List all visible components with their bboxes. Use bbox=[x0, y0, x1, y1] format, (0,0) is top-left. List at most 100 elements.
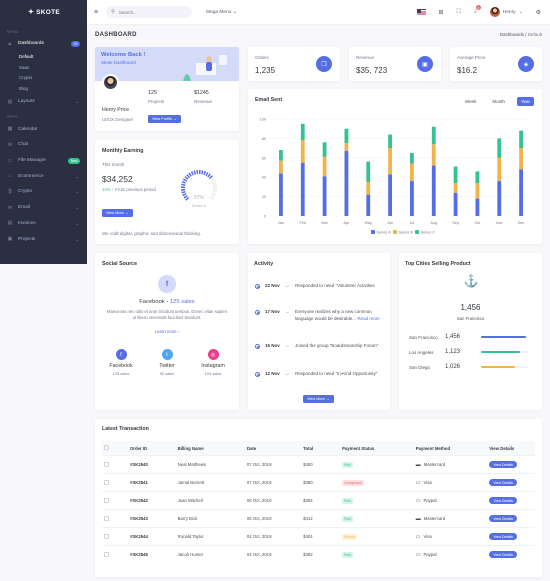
sidebar-subitem-crypto[interactable]: Crypto bbox=[19, 75, 33, 81]
activity-title: Activity bbox=[254, 261, 274, 267]
select-all-checkbox[interactable] bbox=[104, 445, 109, 450]
order-id[interactable]: #SK2542 bbox=[127, 491, 176, 510]
tab-week[interactable]: Week bbox=[464, 99, 477, 104]
mega-menu-button[interactable]: Mega Menu ⌄ bbox=[206, 10, 237, 15]
bar-series-c-mar[interactable] bbox=[322, 142, 327, 157]
breadcrumb-link[interactable]: Dashboards bbox=[499, 32, 524, 37]
legend-label: Series B bbox=[399, 230, 414, 234]
column-header: Payment Status bbox=[340, 441, 414, 456]
tab-year[interactable]: Year bbox=[516, 97, 534, 106]
view-details-button[interactable]: View Details bbox=[489, 461, 518, 468]
view-more-button[interactable]: View More → bbox=[102, 209, 133, 217]
bar-series-a-jul[interactable] bbox=[410, 181, 414, 216]
sidebar-item-chat[interactable]: ✉ Chat bbox=[0, 137, 87, 153]
view-details-button[interactable]: View Details bbox=[489, 533, 518, 540]
bar-series-b-dec[interactable] bbox=[519, 148, 523, 170]
row-checkbox[interactable] bbox=[104, 479, 109, 485]
bar-series-b-apr[interactable] bbox=[344, 143, 349, 152]
order-id[interactable]: #SK2543 bbox=[127, 509, 176, 528]
bar-series-c-feb[interactable] bbox=[300, 123, 305, 141]
view-details-button[interactable]: View Details bbox=[489, 479, 518, 486]
sidebar-item-calendar[interactable]: ▦ Calendar bbox=[0, 121, 87, 137]
sidebar-item-layouts[interactable]: ▤ Layouts ⌄ bbox=[0, 94, 87, 110]
bar-series-a-nov[interactable] bbox=[497, 181, 502, 216]
activity-view-more-button[interactable]: View More → bbox=[303, 395, 334, 403]
bell-icon[interactable]: ♪ 3 bbox=[473, 5, 481, 15]
apps-menu: ▦ Calendar ✉ Chat ▭ File Manager New ⌂ Ecommerce… bbox=[0, 121, 87, 247]
bar-series-a-aug[interactable] bbox=[431, 165, 436, 216]
social-item-facebook[interactable]: f Facebook 125 sales bbox=[103, 349, 139, 376]
order-id[interactable]: #SK2540 bbox=[127, 455, 176, 474]
row-checkbox[interactable] bbox=[104, 551, 109, 557]
bar-series-c-oct[interactable] bbox=[475, 171, 480, 184]
view-profile-button[interactable]: View Profile → bbox=[148, 115, 181, 123]
sidebar-item-file-manager[interactable]: ▭ File Manager New bbox=[0, 153, 87, 169]
order-id[interactable]: #SK2541 bbox=[127, 473, 176, 492]
sidebar-item-ecommerce[interactable]: ⌂ Ecommerce ⌄ bbox=[0, 168, 87, 184]
bar-series-a-apr[interactable] bbox=[344, 151, 349, 216]
sidebar-item-invoices[interactable]: ▤ Invoices ⌄ bbox=[0, 216, 87, 232]
learn-more-link[interactable]: Learn more › bbox=[154, 329, 180, 334]
social-item-instagram[interactable]: ◎ Instagram 104 sales bbox=[195, 349, 231, 376]
bar-series-b-nov[interactable] bbox=[497, 157, 502, 182]
bar-series-b-jun[interactable] bbox=[388, 148, 392, 175]
bar-series-c-jun[interactable] bbox=[388, 134, 392, 149]
view-details-button[interactable]: View Details bbox=[489, 515, 518, 522]
bar-series-a-jan[interactable] bbox=[279, 173, 283, 216]
bar-series-b-aug[interactable] bbox=[431, 144, 436, 166]
apps-grid-icon[interactable]: ⊞ bbox=[438, 9, 444, 16]
row-checkbox[interactable] bbox=[104, 515, 109, 521]
sidebar-item-crypto[interactable]: ₿ Crypto ⌄ bbox=[0, 184, 87, 200]
fullscreen-icon[interactable]: ⛶ bbox=[456, 8, 461, 15]
bar-series-b-oct[interactable] bbox=[475, 183, 480, 199]
bar-series-a-jun[interactable] bbox=[388, 174, 392, 216]
us-flag-icon[interactable] bbox=[416, 9, 426, 15]
bar-series-b-may[interactable] bbox=[366, 182, 371, 195]
app-logo[interactable]: ✦ SKOTE bbox=[0, 0, 87, 24]
read-more-link[interactable]: Read more bbox=[357, 315, 380, 321]
bar-series-a-dec[interactable] bbox=[519, 169, 523, 216]
row-checkbox[interactable] bbox=[104, 533, 109, 539]
sidebar-subitem-blog[interactable]: Blog bbox=[19, 85, 29, 91]
row-checkbox[interactable] bbox=[104, 497, 109, 503]
sidebar-subitem-saas[interactable]: Saas bbox=[19, 64, 30, 70]
sidebar-item-projects[interactable]: ▣ Projects ⌄ bbox=[0, 231, 87, 247]
bar-series-c-aug[interactable] bbox=[431, 126, 436, 145]
bar-series-c-nov[interactable] bbox=[497, 138, 502, 158]
bar-series-c-apr[interactable] bbox=[344, 128, 349, 144]
row-checkbox[interactable] bbox=[104, 461, 109, 467]
sidebar-item-dashboards[interactable]: ⌂ Dashboards 03 bbox=[0, 36, 87, 52]
bar-series-a-feb[interactable] bbox=[300, 162, 305, 216]
bar-series-b-mar[interactable] bbox=[322, 156, 327, 177]
bar-series-a-mar[interactable] bbox=[322, 176, 327, 216]
bar-series-c-sep[interactable] bbox=[453, 166, 458, 184]
bar-series-c-may[interactable] bbox=[366, 161, 371, 183]
menu-toggle-icon[interactable]: ≡ bbox=[94, 8, 99, 16]
view-details-button[interactable]: View Details bbox=[489, 551, 518, 559]
social-item-twitter[interactable]: t Twitter 50 sales bbox=[149, 349, 185, 376]
bar-series-b-feb[interactable] bbox=[300, 140, 305, 163]
bar-series-c-jul[interactable] bbox=[410, 152, 414, 164]
profile-illustration bbox=[183, 55, 227, 81]
bar-series-a-sep[interactable] bbox=[453, 192, 458, 216]
bar-series-c-jan[interactable] bbox=[279, 150, 283, 161]
sidebar-subitem-default[interactable]: Default bbox=[19, 54, 34, 60]
bar-series-b-sep[interactable] bbox=[453, 183, 458, 193]
bar-series-a-may[interactable] bbox=[366, 194, 371, 216]
bar-series-b-jan[interactable] bbox=[279, 160, 283, 174]
view-details-button[interactable]: View Details bbox=[489, 497, 518, 504]
social-name: Facebook bbox=[109, 363, 133, 369]
bar-series-b-jul[interactable] bbox=[410, 163, 414, 182]
bar-series-c-dec[interactable] bbox=[519, 130, 523, 149]
search-input[interactable]: ⚲ Search... bbox=[106, 6, 193, 18]
order-id[interactable]: #SK2545 bbox=[127, 545, 176, 564]
view-details-cell: View Details bbox=[487, 527, 535, 546]
user-menu[interactable]: Henry ⌄ bbox=[489, 7, 523, 17]
settings-gear-icon[interactable]: ⚙ bbox=[535, 9, 541, 16]
bar-series-a-oct[interactable] bbox=[475, 198, 480, 216]
user-name: Henry bbox=[502, 9, 516, 15]
order-id[interactable]: #SK2544 bbox=[127, 527, 176, 546]
sidebar-item-email[interactable]: ✉ Email ⌄ bbox=[0, 200, 87, 216]
stat-card-revenue: Revenue $35, 723 ▣ bbox=[349, 47, 441, 81]
tab-month[interactable]: Month bbox=[492, 99, 505, 104]
